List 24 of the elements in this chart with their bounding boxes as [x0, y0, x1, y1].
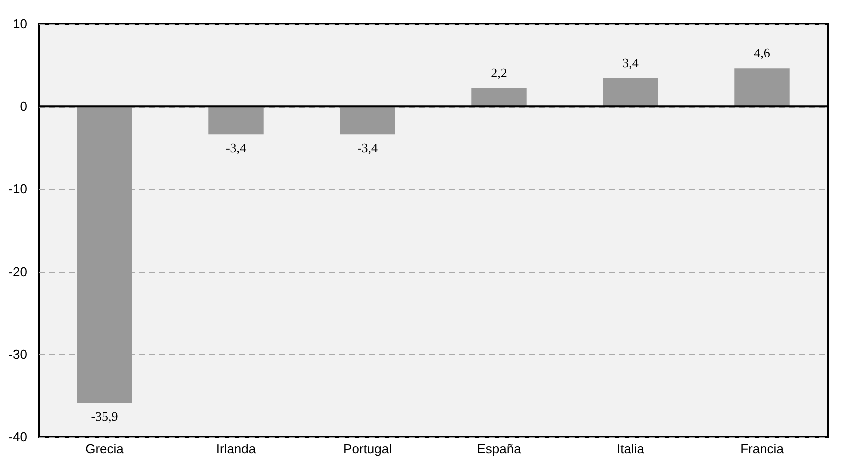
y-tick-label: -30: [8, 346, 28, 362]
bar: [208, 106, 264, 135]
data-label: -3,4: [226, 140, 248, 156]
data-label: -3,4: [357, 140, 379, 156]
data-label: 3,4: [622, 56, 640, 71]
bar: [340, 106, 396, 135]
bar: [472, 88, 527, 107]
x-tick-label: Francia: [740, 442, 785, 456]
bar: [77, 106, 132, 404]
x-tick-label: Italia: [617, 442, 646, 456]
bar: [734, 68, 790, 107]
y-tick-label: 10: [13, 16, 28, 32]
y-tick-label: -10: [8, 182, 28, 197]
y-tick-label: 0: [20, 99, 28, 114]
y-tick-label: -40: [8, 430, 28, 444]
bar: [603, 78, 658, 107]
data-label: -35,9: [91, 409, 118, 424]
x-tick-label: Irlanda: [216, 442, 257, 456]
y-tick-label: -20: [8, 264, 28, 280]
x-tick-label: Portugal: [344, 442, 392, 456]
data-label: 2,2: [491, 65, 508, 80]
x-tick-label: España: [477, 442, 522, 456]
data-label: 4,6: [754, 46, 771, 61]
x-tick-label: Grecia: [86, 442, 125, 456]
